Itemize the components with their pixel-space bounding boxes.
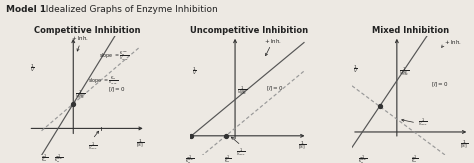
Text: $\frac{1}{[S]}$: $\frac{1}{[S]}$ xyxy=(298,140,306,152)
Text: $\frac{1}{V_{max}^{app}}$: $\frac{1}{V_{max}^{app}}$ xyxy=(75,88,86,101)
Text: $\frac{-1}{K_M^{app}}$: $\frac{-1}{K_M^{app}}$ xyxy=(54,153,63,163)
Text: $\frac{-1}{K_M^{app}}$: $\frac{-1}{K_M^{app}}$ xyxy=(185,154,194,163)
Title: Mixed Inhibition: Mixed Inhibition xyxy=(372,26,449,35)
Text: $[I] = 0$: $[I] = 0$ xyxy=(108,86,126,94)
Text: $[I] = 0$: $[I] = 0$ xyxy=(266,84,284,93)
Text: slope $= \frac{K_M}{V_{max}}$: slope $= \frac{K_M}{V_{max}}$ xyxy=(89,74,118,87)
Text: $\frac{1}{V_{max}^{app}}$: $\frac{1}{V_{max}^{app}}$ xyxy=(399,65,409,78)
Text: $\frac{-1}{K_M}$: $\frac{-1}{K_M}$ xyxy=(410,154,418,163)
Title: Uncompetitive Inhibition: Uncompetitive Inhibition xyxy=(190,26,308,35)
Text: $\frac{1}{V_{max}}$: $\frac{1}{V_{max}}$ xyxy=(88,141,97,153)
Text: $\frac{1}{[S]}$: $\frac{1}{[S]}$ xyxy=(460,139,468,151)
Text: $\frac{1}{V}$: $\frac{1}{V}$ xyxy=(354,64,359,75)
Text: $\frac{1}{V_{max}^{app}}$: $\frac{1}{V_{max}^{app}}$ xyxy=(237,84,247,97)
Text: $\frac{-1}{K_M^{app}}$: $\frac{-1}{K_M^{app}}$ xyxy=(358,154,367,163)
Text: $\frac{1}{V}$: $\frac{1}{V}$ xyxy=(30,62,35,74)
Text: $+$ Inh.: $+$ Inh. xyxy=(264,37,282,45)
Text: slope $= \frac{K_M^{app}}{V_{max}}$: slope $= \frac{K_M^{app}}{V_{max}}$ xyxy=(100,50,129,63)
Text: $\frac{1}{V}$: $\frac{1}{V}$ xyxy=(191,65,197,77)
Text: Model 1: Model 1 xyxy=(6,5,46,14)
Title: Competitive Inhibition: Competitive Inhibition xyxy=(34,26,140,35)
Text: $+$ Inh.: $+$ Inh. xyxy=(71,35,89,43)
Text: $\frac{-1}{K_M}$: $\frac{-1}{K_M}$ xyxy=(224,154,231,163)
Text: $\frac{1}{[S]}$: $\frac{1}{[S]}$ xyxy=(136,138,144,150)
Text: $\frac{1}{V_{max}}$: $\frac{1}{V_{max}}$ xyxy=(418,117,427,129)
Text: $[I] = 0$: $[I] = 0$ xyxy=(431,81,449,89)
Text: Idealized Graphs of Enzyme Inhibition: Idealized Graphs of Enzyme Inhibition xyxy=(40,5,218,14)
Text: $\frac{-1}{K_M}$: $\frac{-1}{K_M}$ xyxy=(41,153,48,163)
Text: $+$ Inh.: $+$ Inh. xyxy=(444,37,462,45)
Text: $\frac{1}{V_{max}}$: $\frac{1}{V_{max}}$ xyxy=(236,147,246,159)
